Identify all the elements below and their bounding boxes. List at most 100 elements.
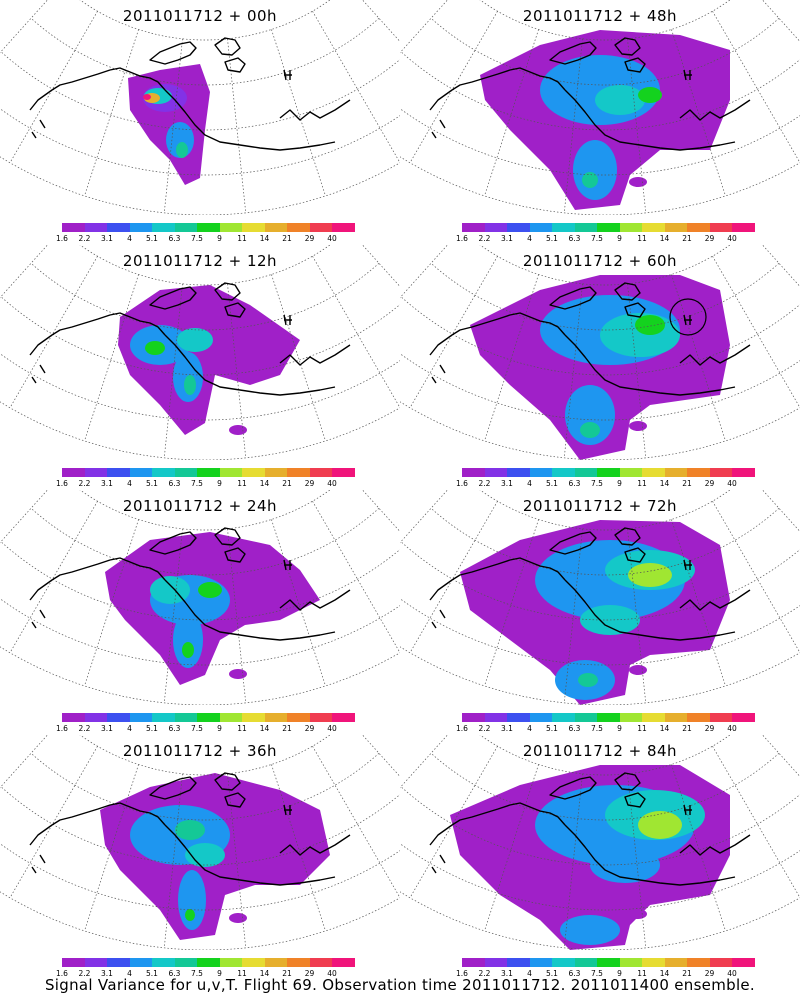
colorbar-tick-label: 11 <box>637 969 647 978</box>
coastline <box>679 99 751 121</box>
colorbar-tick-label: 11 <box>637 479 647 488</box>
coastline <box>564 89 736 151</box>
variance-contour <box>229 669 247 679</box>
colorbar-segment <box>664 223 687 232</box>
island-outline <box>224 57 246 73</box>
colorbar-tick-label: 40 <box>727 724 737 733</box>
colorbar-tick-label: 7.5 <box>591 479 603 488</box>
colorbar-ticks: 1.6 2.2 3.1 4 5.1 6.3 7.5 9 11 14 21 29 40 <box>452 234 772 246</box>
longitude-line <box>400 0 448 54</box>
colorbar-tick-label: 29 <box>304 724 315 733</box>
longitude-line <box>563 528 583 703</box>
colorbar-tick-label: 6.3 <box>568 234 581 243</box>
colorbar-ticks: 1.6 2.2 3.1 4 5.1 6.3 7.5 9 11 14 21 29 40 <box>452 724 772 736</box>
colorbar-segment <box>507 958 530 967</box>
colorbar-segment <box>242 958 265 967</box>
longitude-line <box>84 29 139 197</box>
colorbar-segment <box>462 223 485 232</box>
island-outline <box>214 527 241 546</box>
colorbar-tick-label: 9 <box>217 234 222 243</box>
variance-contour <box>178 870 206 930</box>
colorbar-tick-label: 3.1 <box>501 479 513 488</box>
colorbar-tick-label: 9 <box>217 479 222 488</box>
colorbar-tick-label: 5.1 <box>146 969 158 978</box>
longitude-line <box>163 283 183 458</box>
colorbar-tick-label: 14 <box>259 724 270 733</box>
latitude-line <box>479 245 731 286</box>
colorbar-tick-label: 40 <box>327 969 337 978</box>
colorbar-ticks: 1.6 2.2 3.1 4 5.1 6.3 7.5 9 11 14 21 29 40 <box>52 479 372 491</box>
colorbar-segment <box>552 468 575 477</box>
island-outline <box>549 531 597 555</box>
variance-contour <box>638 87 662 103</box>
colorbar-tick-label: 21 <box>282 234 292 243</box>
variance-contour <box>580 605 640 635</box>
latitude-line <box>430 262 780 331</box>
colorbar-ticks: 1.6 2.2 3.1 4 5.1 6.3 7.5 9 11 14 21 29 40 <box>452 479 772 491</box>
colorbar-tick-label: 4 <box>127 234 132 243</box>
variance-contour <box>176 142 188 158</box>
variance-contour <box>229 425 247 435</box>
latitude-line <box>0 843 400 911</box>
longitude-line <box>484 274 539 442</box>
colorbar-segment <box>619 713 642 722</box>
colorbar-segment <box>687 223 710 232</box>
colorbar-segment <box>332 468 355 477</box>
longitude-line <box>227 528 247 703</box>
colorbar-segment <box>709 958 732 967</box>
colorbar-segment <box>264 713 287 722</box>
latitude-line <box>430 17 780 86</box>
variance-field-base <box>128 64 210 185</box>
colorbar-tick-label: 14 <box>259 234 270 243</box>
colorbar-tick-label: 21 <box>682 479 692 488</box>
coastline <box>31 364 46 384</box>
colorbar-tick-label: 3.1 <box>101 724 113 733</box>
island-outline <box>614 527 641 546</box>
colorbar-tick-label: 2.2 <box>478 234 491 243</box>
colorbar-segment <box>507 468 530 477</box>
coastline <box>29 67 166 111</box>
coastline <box>29 312 166 356</box>
longitude-line <box>400 245 448 299</box>
coastline <box>31 119 46 139</box>
latitude-line <box>479 0 731 41</box>
variance-contour <box>145 341 165 355</box>
island-outline <box>224 547 246 563</box>
latitude-line <box>0 646 400 705</box>
colorbar-tick-label: 9 <box>617 724 622 733</box>
colorbar-tick-label: 29 <box>304 234 315 243</box>
coastlines <box>29 37 351 151</box>
variance-contour <box>629 665 647 675</box>
colorbar-tick-label: 5.1 <box>146 724 158 733</box>
panel-title: 2011011712 + 24h <box>122 497 278 515</box>
colorbar-segment <box>664 468 687 477</box>
colorbar <box>62 223 355 232</box>
coastlines <box>429 37 751 151</box>
coastline <box>164 579 336 641</box>
coastline <box>164 824 336 886</box>
colorbar-segment <box>107 713 130 722</box>
colorbar-segment <box>174 713 197 722</box>
coastline <box>564 579 736 641</box>
island-outline <box>683 69 692 81</box>
colorbar-ticks: 1.6 2.2 3.1 4 5.1 6.3 7.5 9 11 14 21 29 40 <box>52 724 372 736</box>
colorbar-segment <box>462 713 485 722</box>
latitude-line <box>400 401 800 460</box>
longitude-line <box>271 29 326 197</box>
colorbar-tick-label: 4 <box>127 724 132 733</box>
variance-contour <box>629 421 647 431</box>
colorbar-segment <box>264 223 287 232</box>
island-outline <box>624 547 646 563</box>
colorbar-tick-label: 11 <box>237 479 247 488</box>
latitude-line <box>479 490 731 531</box>
colorbar-segment <box>332 713 355 722</box>
colorbar-tick-label: 3.1 <box>101 234 113 243</box>
coastline <box>429 312 566 356</box>
panel-title: 2011011712 + 12h <box>122 252 278 270</box>
colorbar-segment <box>62 958 85 967</box>
colorbar-tick-label: 3.1 <box>101 479 113 488</box>
colorbar-tick-label: 5.1 <box>546 234 558 243</box>
colorbar-tick-label: 9 <box>217 724 222 733</box>
coastline <box>564 334 736 396</box>
latitude-line <box>30 17 380 86</box>
